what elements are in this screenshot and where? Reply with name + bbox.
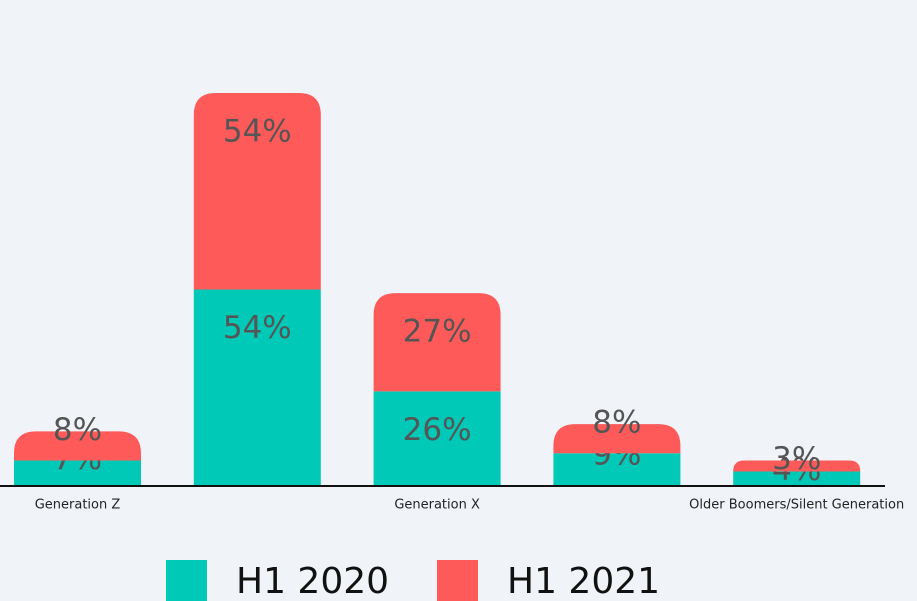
bar-segment [193,289,321,486]
legend-swatch [166,560,207,601]
bar-segment [373,391,501,486]
value-label: 54% [223,114,292,150]
x-tick-label: Generation Z [35,498,121,513]
value-label: 27% [403,314,472,350]
value-label: 26% [403,412,472,448]
legend-label: H1 2020 [236,561,389,601]
bar-segment [553,453,681,486]
bar-segment [733,460,861,472]
value-label: 8% [53,412,102,448]
bar-segment [14,431,141,461]
value-label: 3% [772,441,821,477]
bar-segment [193,93,321,290]
value-label: 8% [592,405,641,441]
x-tick-label: Generation X [394,498,480,513]
x-tick-label: Older Boomers/Silent Generation [689,498,904,513]
value-label: 54% [223,310,292,346]
bar-segment [553,424,681,454]
bar-segment [373,293,501,392]
bar-segment [733,471,861,486]
legend-label: H1 2021 [507,561,660,601]
bar-segment [14,460,141,486]
legend-swatch [437,560,478,601]
